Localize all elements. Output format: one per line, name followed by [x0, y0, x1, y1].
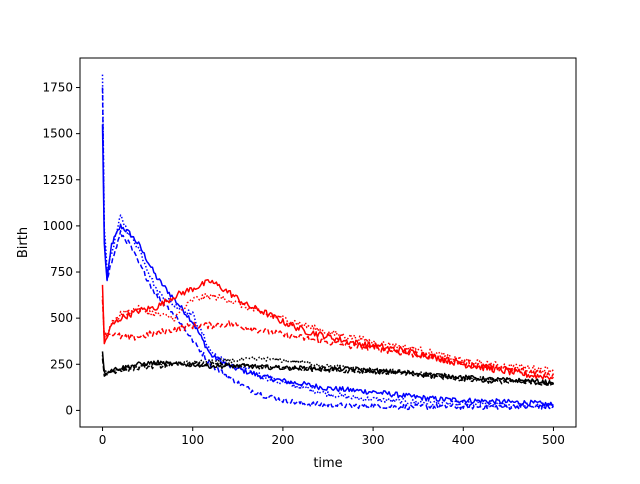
x-tick-label: 0 [99, 433, 107, 447]
y-tick-label: 1250 [42, 173, 73, 187]
x-axis-label: time [313, 456, 342, 471]
y-tick-label: 500 [50, 311, 73, 325]
x-tick-label: 100 [181, 433, 204, 447]
y-axis-label: Birth [16, 227, 31, 258]
plot-frame [79, 57, 577, 428]
series-line-9 [101, 358, 555, 387]
x-tick-label: 400 [452, 433, 475, 447]
series-line-6 [101, 299, 555, 377]
axis-layer: 0 100 200 300 400 500 0 250 500 750 1000 1250 1500 17… [42, 81, 564, 447]
series-layer [101, 74, 555, 411]
series-line-3 [101, 87, 555, 411]
x-tick-label: 500 [542, 433, 565, 447]
y-tick-label: 250 [50, 357, 73, 371]
series-line-4 [101, 278, 555, 381]
y-tick-label: 1000 [42, 219, 73, 233]
x-tick-label: 300 [362, 433, 385, 447]
series-line-1 [101, 124, 554, 407]
x-tick-label: 200 [271, 433, 294, 447]
y-tick-label: 1750 [42, 81, 73, 95]
y-tick-label: 750 [50, 265, 73, 279]
series-line-5 [101, 293, 554, 374]
y-tick-label: 0 [65, 403, 73, 417]
y-tick-label: 1500 [42, 127, 73, 141]
